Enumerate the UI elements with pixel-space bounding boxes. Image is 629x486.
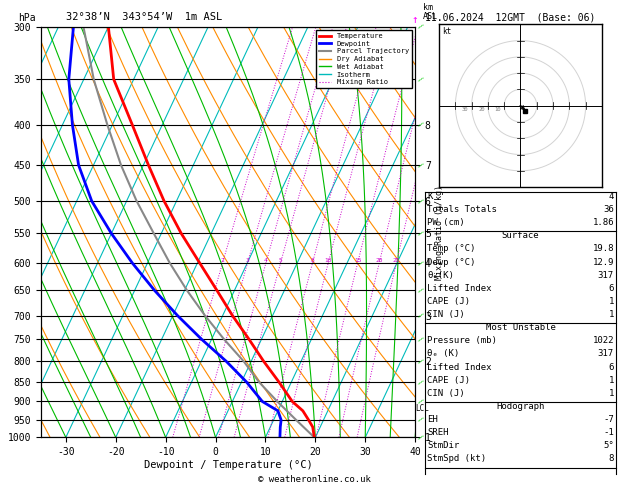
Text: 20: 20	[376, 258, 383, 263]
Text: 1: 1	[608, 389, 614, 398]
Text: 4: 4	[608, 192, 614, 201]
Text: /: /	[416, 358, 423, 365]
Text: /: /	[416, 434, 423, 441]
Text: /: /	[416, 230, 423, 237]
X-axis label: Dewpoint / Temperature (°C): Dewpoint / Temperature (°C)	[143, 460, 313, 470]
Text: 12.9: 12.9	[593, 258, 614, 267]
Text: /: /	[416, 287, 423, 294]
Text: 36: 36	[603, 205, 614, 214]
Text: /: /	[416, 416, 423, 424]
Text: 317: 317	[598, 271, 614, 280]
Text: 10: 10	[325, 258, 332, 263]
Text: Pressure (mb): Pressure (mb)	[427, 336, 497, 346]
Text: CAPE (J): CAPE (J)	[427, 297, 470, 306]
Text: Hodograph: Hodograph	[496, 402, 545, 411]
Legend: Temperature, Dewpoint, Parcel Trajectory, Dry Adiabat, Wet Adiabat, Isotherm, Mi: Temperature, Dewpoint, Parcel Trajectory…	[316, 30, 411, 88]
Text: Mixing Ratio (g/kg): Mixing Ratio (g/kg)	[435, 185, 444, 279]
Text: 30: 30	[462, 106, 469, 112]
Text: Lifted Index: Lifted Index	[427, 363, 492, 372]
Text: /: /	[416, 312, 423, 319]
Text: SREH: SREH	[427, 428, 448, 437]
Text: 4: 4	[264, 258, 268, 263]
Text: Most Unstable: Most Unstable	[486, 323, 555, 332]
Text: 8: 8	[608, 454, 614, 464]
Text: Dewp (°C): Dewp (°C)	[427, 258, 476, 267]
Text: /: /	[416, 336, 423, 343]
Text: Totals Totals: Totals Totals	[427, 205, 497, 214]
Text: θₑ(K): θₑ(K)	[427, 271, 454, 280]
Text: kt: kt	[442, 27, 452, 36]
Text: EH: EH	[427, 415, 438, 424]
Text: θₑ (K): θₑ (K)	[427, 349, 459, 359]
Text: 8: 8	[311, 258, 314, 263]
Text: /: /	[416, 161, 423, 169]
Text: 20: 20	[478, 106, 485, 112]
Text: 2: 2	[221, 258, 225, 263]
Text: -7: -7	[603, 415, 614, 424]
Text: 1.86: 1.86	[593, 218, 614, 227]
Text: Temp (°C): Temp (°C)	[427, 244, 476, 254]
Text: Surface: Surface	[502, 231, 539, 241]
Text: PW (cm): PW (cm)	[427, 218, 465, 227]
Text: -1: -1	[603, 428, 614, 437]
Text: StmDir: StmDir	[427, 441, 459, 451]
Text: /: /	[416, 121, 423, 128]
Text: /: /	[416, 378, 423, 385]
Text: /: /	[416, 76, 423, 83]
Text: Lifted Index: Lifted Index	[427, 284, 492, 293]
Text: /: /	[416, 197, 423, 205]
Text: 5: 5	[279, 258, 282, 263]
Text: 32°38’N  343°54’W  1m ASL: 32°38’N 343°54’W 1m ASL	[66, 12, 222, 22]
Text: 3: 3	[245, 258, 249, 263]
Text: CIN (J): CIN (J)	[427, 389, 465, 398]
Text: 19.8: 19.8	[593, 244, 614, 254]
Text: CAPE (J): CAPE (J)	[427, 376, 470, 385]
Text: CIN (J): CIN (J)	[427, 310, 465, 319]
Text: km
ASL: km ASL	[423, 2, 438, 20]
Text: 5°: 5°	[603, 441, 614, 451]
Text: K: K	[427, 192, 433, 201]
Text: 317: 317	[598, 349, 614, 359]
Text: 6: 6	[608, 363, 614, 372]
Text: /: /	[416, 23, 423, 31]
Text: /: /	[416, 398, 423, 405]
Text: 11.06.2024  12GMT  (Base: 06): 11.06.2024 12GMT (Base: 06)	[425, 12, 595, 22]
Text: 15: 15	[354, 258, 361, 263]
Text: 6: 6	[608, 284, 614, 293]
Text: © weatheronline.co.uk: © weatheronline.co.uk	[258, 474, 371, 484]
Text: 1022: 1022	[593, 336, 614, 346]
Text: 1: 1	[608, 297, 614, 306]
Text: /: /	[416, 260, 423, 267]
Text: 1: 1	[608, 310, 614, 319]
Text: 1: 1	[608, 376, 614, 385]
Text: LCL: LCL	[415, 404, 429, 414]
Text: ↑: ↑	[412, 15, 418, 25]
Text: StmSpd (kt): StmSpd (kt)	[427, 454, 486, 464]
Text: 25: 25	[392, 258, 400, 263]
Text: hPa: hPa	[18, 13, 36, 23]
Text: 10: 10	[494, 106, 501, 112]
